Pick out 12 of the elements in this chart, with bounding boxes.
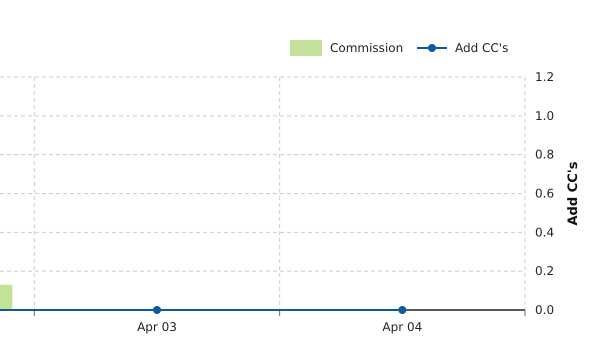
y-tick-label: 0.0 — [535, 303, 554, 317]
x-tick-label: Apr 04 — [382, 320, 422, 334]
x-tick-label: Apr 03 — [137, 320, 177, 334]
legend-label: Add CC's — [455, 41, 508, 55]
y-tick-label: 0.4 — [535, 225, 554, 240]
y-tick-label: 0.6 — [535, 186, 554, 200]
y-tick-label: 1.2 — [535, 70, 554, 84]
y-tick-label: 0.8 — [535, 148, 554, 162]
y-axis-title: Add CC's — [566, 161, 581, 226]
y-tick-label: 0.2 — [535, 264, 554, 278]
legend-label: Commission — [330, 41, 404, 55]
y-tick-label: 1.0 — [535, 108, 554, 123]
